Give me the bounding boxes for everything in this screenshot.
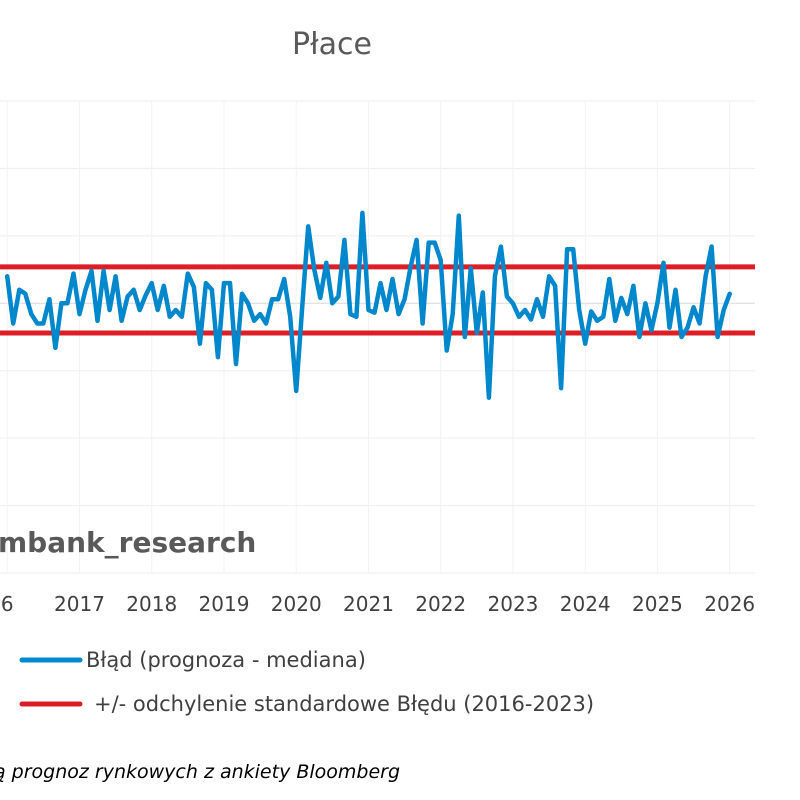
legend: Błąd (prognoza - mediana) +/- odchylenie…: [19, 648, 594, 716]
watermark-text: mbank_research: [0, 526, 256, 559]
x-tick-label: 2023: [488, 592, 539, 616]
x-tick-label: 6: [1, 592, 14, 616]
x-tick-label: 2022: [415, 592, 466, 616]
gridlines: [0, 100, 755, 574]
std-band-lines: [0, 264, 755, 336]
x-tick-label: 2017: [54, 592, 105, 616]
series-line-blad: [4, 210, 732, 400]
legend-label-std: +/- odchylenie standardowe Błędu (2016-2…: [94, 692, 594, 716]
x-axis-ticks: 6 2017 2018 2019 2020 2021 2022 2023 2024 2025 202…: [1, 592, 755, 616]
x-tick-label: 2025: [632, 592, 683, 616]
chart-title: Płace: [292, 27, 372, 62]
x-tick-label: 2021: [343, 592, 394, 616]
x-tick-label: 2024: [560, 592, 611, 616]
x-tick-label: 2026: [704, 592, 755, 616]
x-tick-label: 2018: [126, 592, 177, 616]
source-note: ą prognoz rynkowych z ankiety Bloomberg: [0, 761, 400, 783]
legend-label-blad: Błąd (prognoza - mediana): [86, 648, 366, 672]
x-tick-label: 2020: [271, 592, 322, 616]
x-tick-label: 2019: [199, 592, 250, 616]
